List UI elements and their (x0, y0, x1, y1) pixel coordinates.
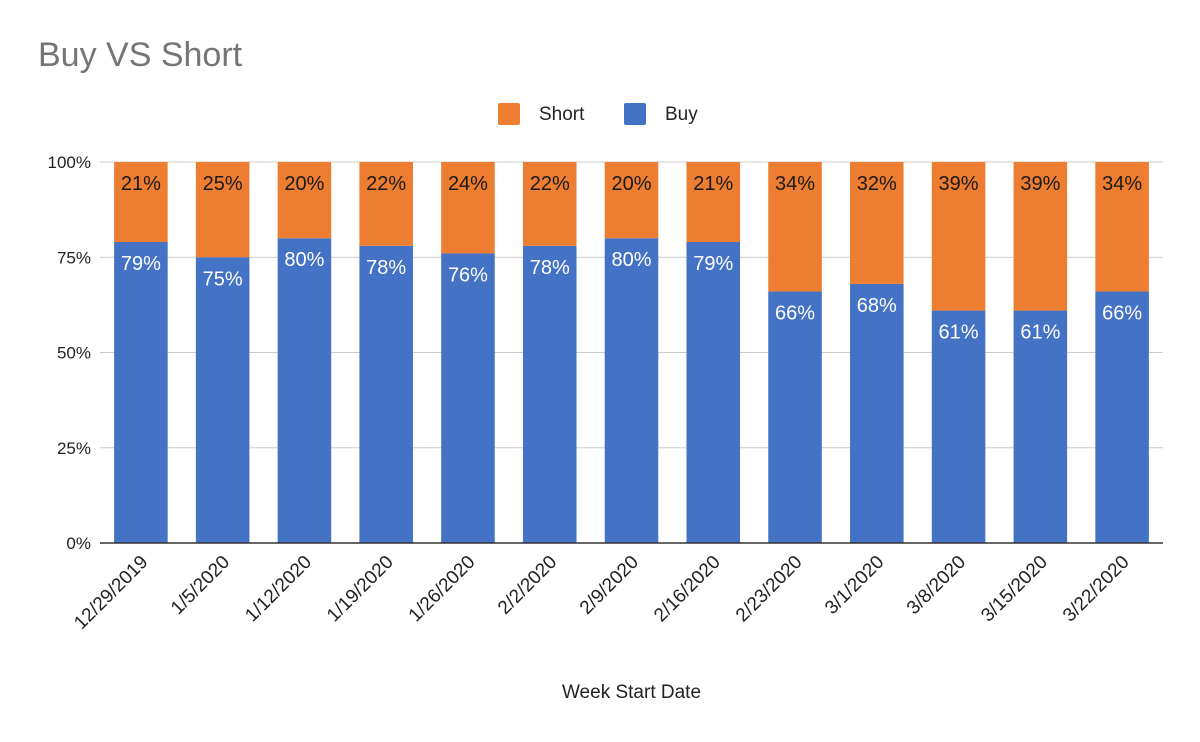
x-tick-label: 3/15/2020 (977, 552, 1052, 627)
data-label-short: 20% (284, 173, 324, 195)
data-label-short: 21% (121, 173, 161, 195)
x-tick-label: 1/5/2020 (167, 552, 234, 619)
x-tick-label: 1/19/2020 (323, 552, 398, 627)
bar-short (768, 162, 822, 292)
data-label-short: 39% (939, 173, 979, 195)
data-label-short: 39% (1020, 173, 1060, 195)
data-labels: 79% 21% 75% 25% 80% 20% 78% 22% 76% 24% 78% 22% 80% 2… (121, 173, 1142, 344)
data-label-buy: 79% (693, 253, 733, 275)
bar-buy (686, 242, 741, 543)
data-label-short: 22% (530, 173, 570, 195)
y-axis-ticks: 0% 25% 50% 75% 100% (48, 153, 91, 553)
bar-buy (522, 245, 577, 543)
y-tick-label: 50% (57, 344, 91, 363)
y-tick-label: 25% (57, 439, 91, 458)
data-label-short: 25% (203, 173, 243, 195)
bar-short (195, 162, 250, 258)
data-label-buy: 61% (1020, 322, 1060, 344)
x-tick-label: 2/2/2020 (494, 552, 561, 619)
bar-buy (114, 242, 168, 543)
x-tick-label: 1/12/2020 (241, 552, 316, 627)
x-tick-label: 2/23/2020 (732, 552, 807, 627)
x-tick-label: 2/16/2020 (650, 552, 725, 627)
data-label-short: 22% (366, 173, 406, 195)
data-label-buy: 66% (775, 303, 815, 325)
bar-buy (931, 310, 986, 543)
bar-short (114, 162, 168, 243)
data-label-short: 34% (775, 173, 815, 195)
bar-short (522, 162, 577, 246)
bar-short (604, 162, 659, 239)
bar-buy (1013, 310, 1068, 543)
chart-title: Buy VS Short (38, 36, 243, 74)
data-label-buy: 66% (1102, 303, 1142, 325)
data-label-buy: 78% (366, 257, 406, 279)
data-label-short: 21% (693, 173, 733, 195)
x-tick-label: 2/9/2020 (576, 552, 643, 619)
x-tick-label: 3/8/2020 (903, 552, 970, 619)
bar-buy (850, 283, 904, 543)
bar-buy (441, 253, 495, 543)
bar-short (1095, 162, 1149, 292)
data-label-short: 32% (857, 173, 897, 195)
x-axis-ticks: 12/29/2019 1/5/2020 1/12/2020 1/19/2020 1/26… (70, 552, 1133, 634)
legend-swatch-buy (624, 103, 646, 125)
bar-short (850, 162, 904, 284)
bar-buy (277, 238, 332, 543)
data-label-short: 34% (1102, 173, 1142, 195)
x-tick-label: 12/29/2019 (70, 552, 152, 634)
bar-buy (195, 257, 250, 543)
data-label-buy: 79% (121, 253, 161, 275)
x-tick-label: 3/1/2020 (821, 552, 888, 619)
x-tick-label: 1/26/2020 (405, 552, 480, 627)
data-label-buy: 75% (203, 268, 243, 290)
data-label-short: 20% (611, 173, 651, 195)
bar-buy (359, 245, 413, 543)
legend-label-buy: Buy (665, 104, 698, 125)
bar-buy (1095, 291, 1149, 543)
bar-short (359, 162, 413, 246)
x-tick-label: 3/22/2020 (1059, 552, 1134, 627)
y-tick-label: 75% (57, 248, 91, 267)
bar-short (441, 162, 495, 254)
data-label-buy: 61% (939, 322, 979, 344)
y-tick-label: 100% (48, 153, 91, 172)
data-label-buy: 80% (284, 249, 324, 271)
data-label-buy: 78% (530, 257, 570, 279)
bar-short (686, 162, 741, 243)
data-label-short: 24% (448, 173, 488, 195)
legend-swatch-short (498, 103, 520, 125)
data-label-buy: 80% (611, 249, 651, 271)
y-tick-label: 0% (66, 534, 91, 553)
bar-short (931, 162, 986, 311)
legend: Short Buy (498, 103, 698, 125)
data-label-buy: 76% (448, 264, 488, 286)
data-label-buy: 68% (857, 295, 897, 317)
x-axis-label: Week Start Date (562, 682, 701, 703)
bar-short (1013, 162, 1068, 311)
legend-label-short: Short (539, 104, 585, 125)
bar-short (277, 162, 332, 239)
bars (114, 162, 1149, 543)
bar-buy (604, 238, 659, 543)
bar-buy (768, 291, 822, 543)
